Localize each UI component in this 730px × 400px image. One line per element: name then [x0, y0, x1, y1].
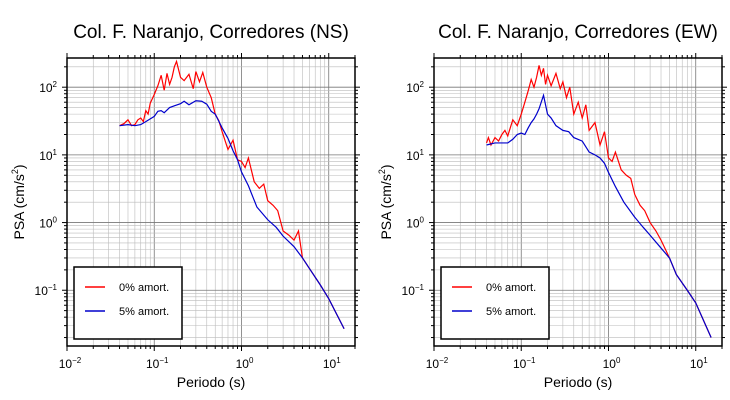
series-group [485, 65, 712, 338]
tick-label: 10−1 [402, 283, 425, 298]
x-axis-label: Periodo (s) [544, 374, 612, 390]
tick-label: 101 [690, 356, 708, 371]
legend-label: 5% amort. [119, 306, 169, 318]
legend-label: 0% amort. [119, 282, 169, 294]
tick-label: 10−2 [59, 356, 82, 371]
legend-box [440, 266, 550, 340]
chart-panel-ns: Col. F. Naranjo, Corredores (NS) 10−2 10−1… [10, 22, 360, 390]
tick-label: 101 [323, 356, 341, 371]
y-axis-label: PSA (cm/s2) [10, 164, 27, 239]
chart-title: Col. F. Naranjo, Corredores (EW) [438, 22, 718, 43]
legend-box [73, 266, 183, 340]
tick-label: 101 [406, 148, 424, 163]
series-line-5pct-amort [119, 100, 345, 329]
series-line-0pct-amort [485, 65, 712, 338]
tick-label: 102 [39, 80, 57, 95]
chart-panel-ew: Col. F. Naranjo, Corredores (EW) 10−2 10−1… [377, 22, 727, 390]
series-line-5pct-amort [486, 92, 712, 338]
tick-label: 10−1 [35, 283, 58, 298]
chart-title: Col. F. Naranjo, Corredores (NS) [73, 22, 349, 43]
tick-label: 102 [406, 80, 424, 95]
series-group [119, 59, 345, 329]
x-axis-label: Periodo (s) [177, 374, 245, 390]
legend: 0% amort. 5% amort. [440, 266, 550, 340]
series-line-0pct-amort [119, 59, 345, 329]
tick-label: 10−1 [513, 356, 536, 371]
ticks [429, 53, 727, 351]
grid [66, 58, 356, 346]
tick-label: 101 [39, 148, 57, 163]
tick-label: 100 [406, 216, 424, 231]
legend: 0% amort. 5% amort. [73, 266, 183, 340]
y-axis-label: PSA (cm/s2) [377, 164, 394, 239]
ticks [62, 53, 360, 351]
tick-label: 10−2 [426, 356, 449, 371]
tick-label: 10−1 [146, 356, 169, 371]
legend-label: 0% amort. [486, 282, 536, 294]
tick-label: 100 [39, 216, 57, 231]
tick-label: 100 [236, 356, 254, 371]
tick-label: 100 [603, 356, 621, 371]
legend-label: 5% amort. [486, 306, 536, 318]
